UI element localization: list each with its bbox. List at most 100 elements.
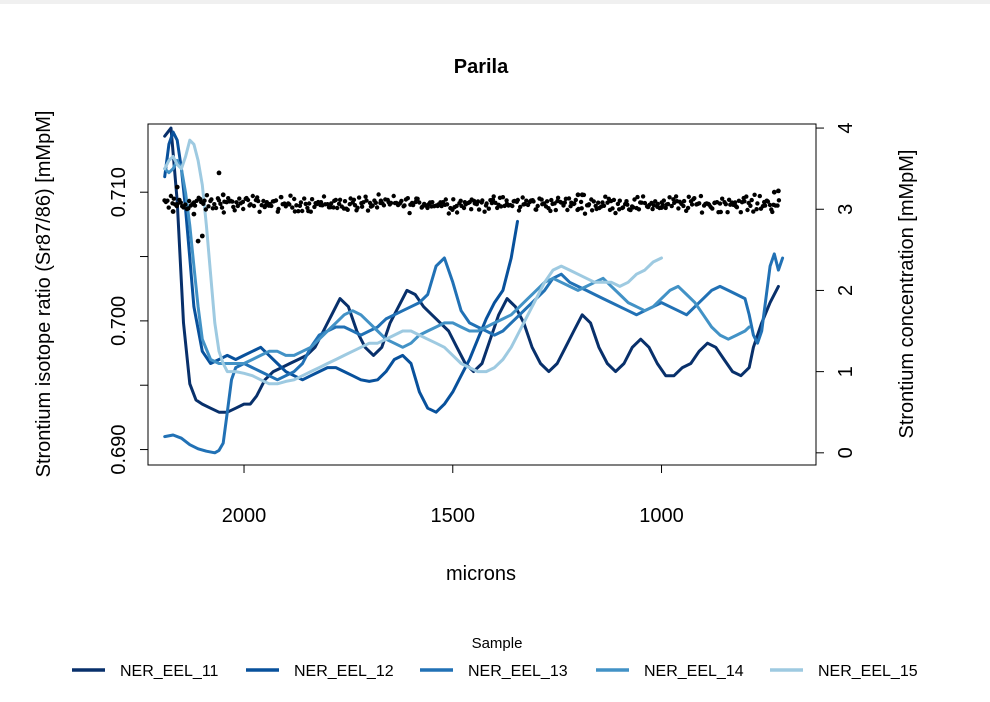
scatter-point [518, 204, 523, 210]
scatter-point [336, 201, 342, 206]
scatter-point [635, 194, 640, 200]
scatter-point [216, 198, 222, 203]
scatter-point [751, 209, 756, 214]
scatter-point [381, 203, 387, 208]
scatter-point [762, 203, 768, 208]
y-right-tick-label: 4 [835, 122, 857, 133]
scatter-point [203, 207, 208, 212]
scatter-point [673, 194, 679, 199]
scatter-point [451, 197, 456, 202]
scatter-point [625, 202, 630, 207]
scatter-point [288, 193, 293, 198]
scatter-point [620, 205, 626, 210]
scatter-point [493, 200, 498, 205]
scatter-point [491, 194, 496, 199]
scatter-point [337, 197, 343, 202]
scatter-point [374, 205, 380, 210]
scatter-point [407, 210, 412, 216]
scatter-point [725, 210, 730, 215]
scatter-point [355, 205, 360, 210]
scatter-point [296, 209, 301, 214]
scatter-point [458, 198, 463, 203]
scatter-point [650, 206, 655, 212]
scatter-point [692, 196, 697, 201]
y-left-tick-label: 0.710 [108, 167, 130, 217]
scatter-point [476, 207, 482, 212]
scatter-point [166, 205, 171, 210]
x-tick-label: 1000 [639, 505, 684, 527]
scatter-point [589, 208, 595, 213]
scatter-point [596, 200, 601, 205]
scatter-point [221, 210, 226, 215]
scatter-point [539, 197, 544, 202]
scatter-point [370, 203, 375, 208]
scatter-point [359, 204, 365, 209]
scatter-point [651, 203, 656, 208]
scatter-point [376, 192, 381, 197]
scatter-point [553, 207, 558, 213]
scatter-point-outlier [659, 205, 664, 211]
scatter-point [303, 201, 308, 207]
scatter-point [415, 196, 420, 201]
scatter-point [248, 202, 253, 207]
scatter-point [636, 207, 642, 212]
scatter-point [685, 205, 691, 211]
scatter-point [430, 200, 435, 205]
scatter-point [738, 210, 743, 215]
scatter-point [454, 210, 460, 215]
scatter-point-outlier [220, 192, 226, 198]
scatter-point [486, 206, 491, 211]
scatter-point [723, 202, 728, 207]
scatter-point [605, 200, 610, 205]
scatter-point [231, 204, 236, 210]
scatter-point [572, 201, 577, 206]
scatter-point [413, 199, 418, 205]
scatter-point [410, 202, 416, 208]
scatter-point [363, 194, 368, 199]
scatter-point [732, 200, 738, 205]
scatter-point [600, 200, 605, 205]
scatter-point-outlier [216, 170, 222, 176]
scatter-point [510, 203, 515, 209]
scatter-point [331, 205, 336, 210]
scatter-point [549, 197, 554, 203]
scatter-point [402, 203, 407, 208]
scatter-point [720, 196, 725, 201]
scatter-point [269, 203, 274, 209]
scatter-point-outlier [199, 233, 205, 239]
scatter-point [482, 209, 487, 214]
scatter-point-outlier [771, 189, 777, 195]
legend-label: NER_EEL_13 [468, 663, 568, 680]
scatter-point [443, 197, 448, 202]
y-left-tick-label: 0.700 [108, 296, 130, 346]
scatter-point [255, 195, 260, 200]
series-line-ner-eel-15 [163, 138, 663, 386]
scatter-point [562, 200, 567, 205]
scatter-point [498, 204, 504, 209]
scatter-point [187, 198, 192, 204]
scatter-point [294, 203, 299, 208]
series-line-ner-eel-13 [163, 252, 785, 455]
scatter-point [770, 209, 775, 215]
scatter-point [699, 210, 705, 215]
scatter-point [250, 193, 255, 199]
scatter-point [765, 199, 771, 204]
scatter-point [548, 208, 553, 214]
plot-area: 2000 1500 1000 0.690 0.700 0.710 0 1 2 3 4 [108, 122, 857, 527]
y-left-tick-label: 0.690 [108, 425, 130, 475]
scatter-point [516, 208, 522, 213]
scatter-point [237, 196, 242, 201]
scatter-point [615, 201, 621, 207]
scatter-point [469, 207, 474, 212]
scatter-point [734, 205, 740, 210]
scatter-point [210, 206, 215, 211]
scatter-point [681, 198, 687, 204]
scatter-point [333, 197, 338, 203]
scatter-point [308, 209, 313, 214]
scatter-point [566, 196, 572, 201]
scatter-point [335, 205, 340, 211]
scatter-point [234, 200, 239, 205]
scatter-point [212, 202, 217, 207]
